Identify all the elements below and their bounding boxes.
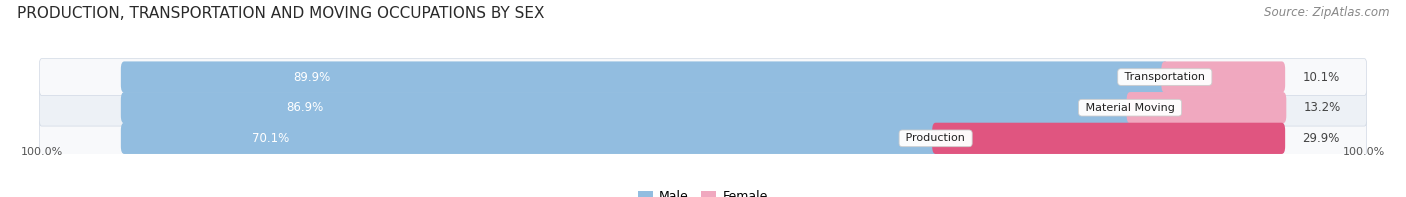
FancyBboxPatch shape — [39, 59, 1367, 95]
Text: 10.1%: 10.1% — [1302, 71, 1340, 84]
FancyBboxPatch shape — [39, 120, 1367, 157]
Text: 13.2%: 13.2% — [1303, 101, 1341, 114]
FancyBboxPatch shape — [1161, 61, 1285, 93]
Text: Material Moving: Material Moving — [1081, 103, 1178, 113]
Text: 100.0%: 100.0% — [1343, 147, 1385, 156]
FancyBboxPatch shape — [121, 61, 1168, 93]
FancyBboxPatch shape — [121, 123, 939, 154]
Text: Transportation: Transportation — [1121, 72, 1209, 82]
Text: Source: ZipAtlas.com: Source: ZipAtlas.com — [1264, 6, 1389, 19]
FancyBboxPatch shape — [121, 92, 1133, 123]
Text: 29.9%: 29.9% — [1302, 132, 1340, 145]
Text: PRODUCTION, TRANSPORTATION AND MOVING OCCUPATIONS BY SEX: PRODUCTION, TRANSPORTATION AND MOVING OC… — [17, 6, 544, 21]
FancyBboxPatch shape — [39, 89, 1367, 126]
Legend: Male, Female: Male, Female — [633, 185, 773, 197]
Text: 70.1%: 70.1% — [252, 132, 290, 145]
FancyBboxPatch shape — [932, 123, 1285, 154]
Text: 86.9%: 86.9% — [287, 101, 323, 114]
Text: 100.0%: 100.0% — [21, 147, 63, 156]
Text: Production: Production — [903, 133, 969, 143]
FancyBboxPatch shape — [1126, 92, 1286, 123]
Text: 89.9%: 89.9% — [292, 71, 330, 84]
